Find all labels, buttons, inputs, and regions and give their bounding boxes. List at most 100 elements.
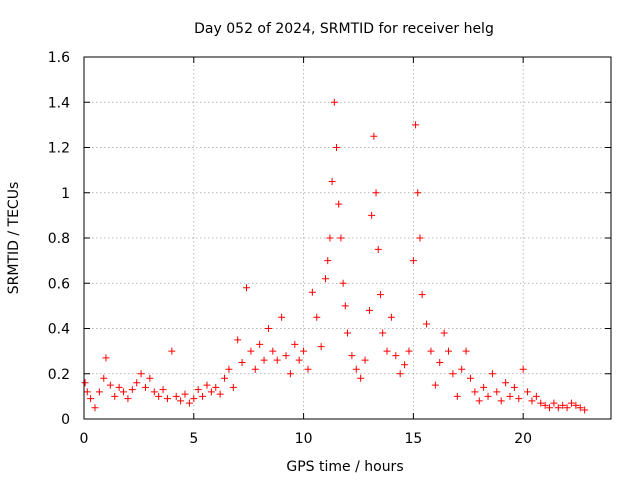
data-point [502,379,510,387]
data-point [418,291,426,299]
data-point [497,397,505,405]
data-point [181,390,189,398]
data-point [115,383,123,391]
data-point [506,392,514,400]
data-point [190,395,198,403]
data-point [337,234,345,242]
data-point [365,306,373,314]
data-point [344,329,351,337]
plot-frame [83,56,612,420]
x-tick-label: 5 [189,431,198,447]
data-point [207,388,215,396]
data-point [440,329,448,337]
data-point [462,347,470,355]
data-point [341,302,349,310]
data-point [493,388,501,396]
data-point [260,356,268,364]
data-points [81,98,589,414]
data-point [304,365,312,373]
y-tick-label: 1.2 [48,141,70,157]
data-point [282,352,290,360]
grid-lines [84,57,611,419]
data-point [159,386,167,394]
data-point [212,383,220,391]
data-point [221,374,229,382]
data-point [128,386,136,394]
data-point [317,343,325,351]
data-point [326,234,334,242]
data-point [519,365,527,373]
data-point [541,401,549,409]
data-point [412,121,420,129]
data-point [488,370,496,378]
data-point [431,381,439,389]
data-point [357,374,365,382]
y-tick-label: 0.8 [48,231,70,247]
x-axis-label: GPS time / hours [286,459,403,475]
data-point [528,397,536,405]
data-point [322,275,330,283]
data-point [383,347,391,355]
data-point [480,383,488,391]
data-point [216,390,224,398]
data-point [396,370,404,378]
data-point [416,234,424,242]
x-tick-label: 0 [80,431,89,447]
data-point [199,392,207,400]
data-point [278,313,286,321]
data-point [374,245,382,253]
data-point [106,381,114,389]
data-point [576,404,584,412]
data-point [137,370,145,378]
data-point [234,336,242,344]
data-point [256,340,264,348]
x-tick-labels: 0 5 10 15 20 [80,431,533,447]
data-point [370,132,378,140]
data-point [361,356,369,364]
data-point [141,383,149,391]
data-point [95,388,103,396]
y-tick-label: 0.2 [48,367,70,383]
data-point [339,279,347,287]
data-point [81,379,89,387]
data-point [554,404,562,412]
data-point [453,392,461,400]
data-point [392,352,400,360]
data-point [203,381,211,389]
data-point [368,211,376,219]
data-point [333,144,341,151]
data-point [150,388,158,396]
data-point [87,395,95,403]
data-point [348,352,356,360]
data-point [445,347,453,355]
data-point [537,399,545,407]
data-point [436,358,444,366]
y-tick-labels: 0 0.2 0.4 0.6 0.8 1 1.2 1.4 1.6 [48,50,70,428]
data-point [146,374,154,382]
data-point [100,374,108,382]
data-point [563,404,571,412]
data-point [300,347,308,355]
data-point [291,340,299,348]
data-point [372,189,380,197]
data-point [405,347,413,355]
data-point [510,383,518,391]
y-tick-label: 1 [61,186,70,202]
data-point [83,388,91,396]
data-point [387,313,395,321]
data-point [466,374,474,382]
x-tick-label: 20 [514,431,532,447]
data-point [91,404,99,412]
data-point [423,320,431,328]
data-point [102,354,110,362]
data-point [120,388,128,396]
data-point [194,386,202,394]
data-point [532,392,540,400]
data-point [330,98,338,106]
data-point [546,404,554,412]
data-point [559,401,567,409]
data-point [376,291,384,299]
data-point [414,189,422,197]
chart-title: Day 052 of 2024, SRMTID for receiver hel… [194,21,494,37]
